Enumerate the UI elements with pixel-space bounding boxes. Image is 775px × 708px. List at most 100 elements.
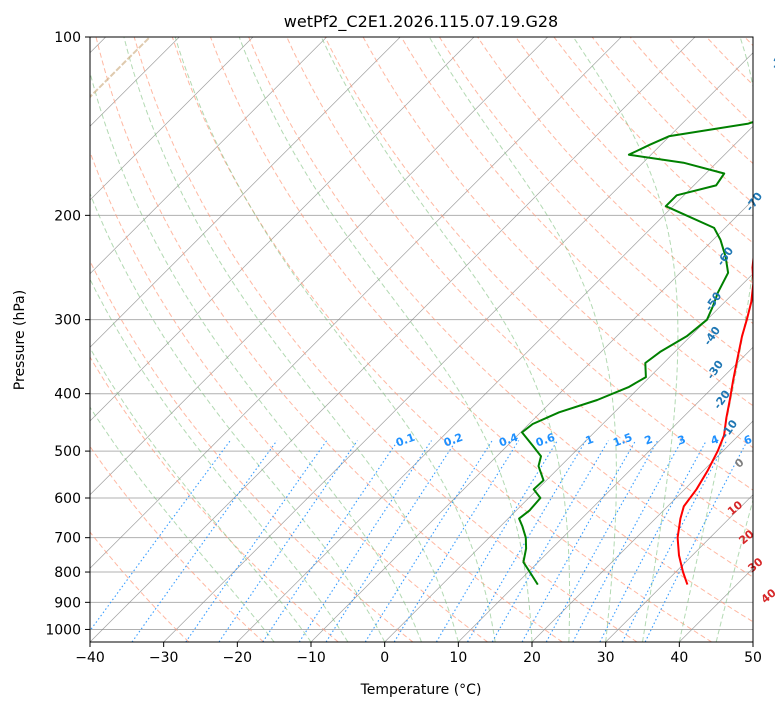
moist-adiabat-line <box>320 37 571 642</box>
x-tick-label: 10 <box>449 650 467 666</box>
isotherm-line <box>90 37 548 496</box>
moist-adiabat-line <box>174 37 496 642</box>
isotherm-line <box>458 346 753 642</box>
mixing-ratio-line <box>262 440 399 642</box>
dry-adiabat-label: -20 <box>711 388 733 412</box>
x-tick-label: −10 <box>296 650 326 666</box>
mixing-ratio-label: 1.5 <box>611 431 634 450</box>
plot-frame <box>89 36 754 643</box>
mixing-ratio-line <box>467 440 587 642</box>
mixing-ratio-label: 1 <box>584 433 596 448</box>
moist-adiabat-line <box>238 37 533 642</box>
x-tick-label: −30 <box>149 650 179 666</box>
moist-adiabat-line <box>123 37 459 642</box>
mixing-ratio-label: 3 <box>676 433 688 448</box>
data-series <box>518 120 753 586</box>
isotherm-line <box>237 125 753 642</box>
mixing-ratio-line <box>521 440 637 642</box>
mixing-ratio-line <box>545 440 659 642</box>
mixing-ratio-line <box>185 440 328 642</box>
y-tick-label: 900 <box>54 595 81 611</box>
isotherm-line <box>605 494 753 642</box>
temperature-line <box>676 255 753 585</box>
dry-adiabat-label: -70 <box>743 190 765 214</box>
dry-adiabat-label: -40 <box>701 324 723 348</box>
dry-adiabat-label: -100 <box>768 41 775 71</box>
moist-adiabat-label: 0 <box>732 456 746 471</box>
chart-title: wetPf2_C2E1.2026.115.07.19.G28 <box>284 12 558 32</box>
moist-adiabat-line <box>90 70 422 642</box>
dry-adiabat-line <box>515 37 753 284</box>
isotherm-line <box>90 37 254 201</box>
dry-adiabat-line <box>90 150 488 642</box>
y-axis-label: Pressure (hPa) <box>12 290 28 390</box>
dry-adiabat-line <box>90 445 264 642</box>
mixing-ratio-label: 2 <box>643 433 655 448</box>
dry-adiabat-line <box>90 259 414 642</box>
moist-adiabat-line <box>572 37 679 642</box>
dry-adiabat-line <box>438 37 753 366</box>
isotherm-line <box>90 37 696 642</box>
moist-adiabat-label: 20 <box>736 527 756 547</box>
moist-adiabat-line <box>715 497 753 642</box>
dry-adiabat-line <box>324 37 753 491</box>
dry-adiabat-line <box>210 37 753 623</box>
mixing-ratio-line <box>572 440 683 642</box>
isotherm-line <box>90 37 622 569</box>
inline-labels: -100-90-80-70-60-50-40-30-20-100.10.20.4… <box>394 41 775 606</box>
x-axis: −40 −30 −20 −10 0 10 20 30 40 50 <box>75 642 762 666</box>
mixing-ratio-label: 0.6 <box>534 431 557 450</box>
dry-adiabat-line <box>95 37 563 642</box>
dry-adiabat-label: -80 <box>770 137 775 161</box>
y-tick-label: 100 <box>54 30 81 46</box>
background-lines <box>90 37 753 642</box>
y-tick-label: 400 <box>54 387 81 403</box>
dewpoint-line <box>518 120 753 586</box>
moist-adiabat-line <box>90 192 386 642</box>
x-axis-label: Temperature (°C) <box>360 682 482 698</box>
x-tick-label: 20 <box>523 650 541 666</box>
moist-adiabat-line <box>90 406 275 642</box>
dry-adiabat-label: -30 <box>704 358 726 382</box>
y-tick-label: 500 <box>54 444 81 460</box>
dry-adiabat-line <box>248 37 753 578</box>
moist-adiabat-line <box>428 37 617 642</box>
moist-adiabat-line <box>90 278 349 642</box>
mixing-ratio-label: 4 <box>709 433 721 448</box>
dry-adiabat-line <box>591 37 753 204</box>
moist-adiabat-label: 10 <box>725 498 745 518</box>
mixing-ratio-line <box>218 440 358 642</box>
mixing-ratio-line <box>435 440 558 642</box>
isotherm-line <box>90 37 401 348</box>
dry-adiabat-line <box>744 37 753 47</box>
dry-adiabat-label: -10 <box>718 417 740 441</box>
isotherm-line <box>752 641 753 642</box>
mixing-ratio-label: 0.4 <box>497 431 520 450</box>
mixing-ratio-line <box>393 440 520 642</box>
mixing-ratio-line <box>491 440 609 642</box>
mixing-ratio-line <box>325 440 457 642</box>
moist-adiabat-line <box>678 37 753 642</box>
dry-adiabat-label: -50 <box>702 289 724 313</box>
isotherm-line <box>90 37 475 422</box>
y-tick-label: 1000 <box>45 622 81 638</box>
isotherm-line <box>90 37 327 275</box>
dry-adiabat-label: -60 <box>714 244 736 268</box>
y-tick-label: 700 <box>54 531 81 547</box>
dry-adiabat-line <box>90 356 339 642</box>
y-tick-label: 600 <box>54 491 81 507</box>
mixing-ratio-line <box>644 440 748 642</box>
mixing-ratio-line <box>298 440 432 642</box>
mixing-ratio-label: 0.2 <box>442 431 465 450</box>
mixing-ratio-line <box>621 440 728 642</box>
dry-adiabat-line <box>400 37 753 407</box>
dry-adiabat-line <box>171 37 712 642</box>
x-tick-label: −20 <box>223 650 253 666</box>
mixing-ratio-line <box>90 440 231 632</box>
x-tick-label: 0 <box>380 650 389 666</box>
x-tick-label: 50 <box>744 650 762 666</box>
x-tick-label: −40 <box>75 650 105 666</box>
x-tick-label: 30 <box>597 650 615 666</box>
mixing-ratio-label: 6 <box>742 433 754 448</box>
